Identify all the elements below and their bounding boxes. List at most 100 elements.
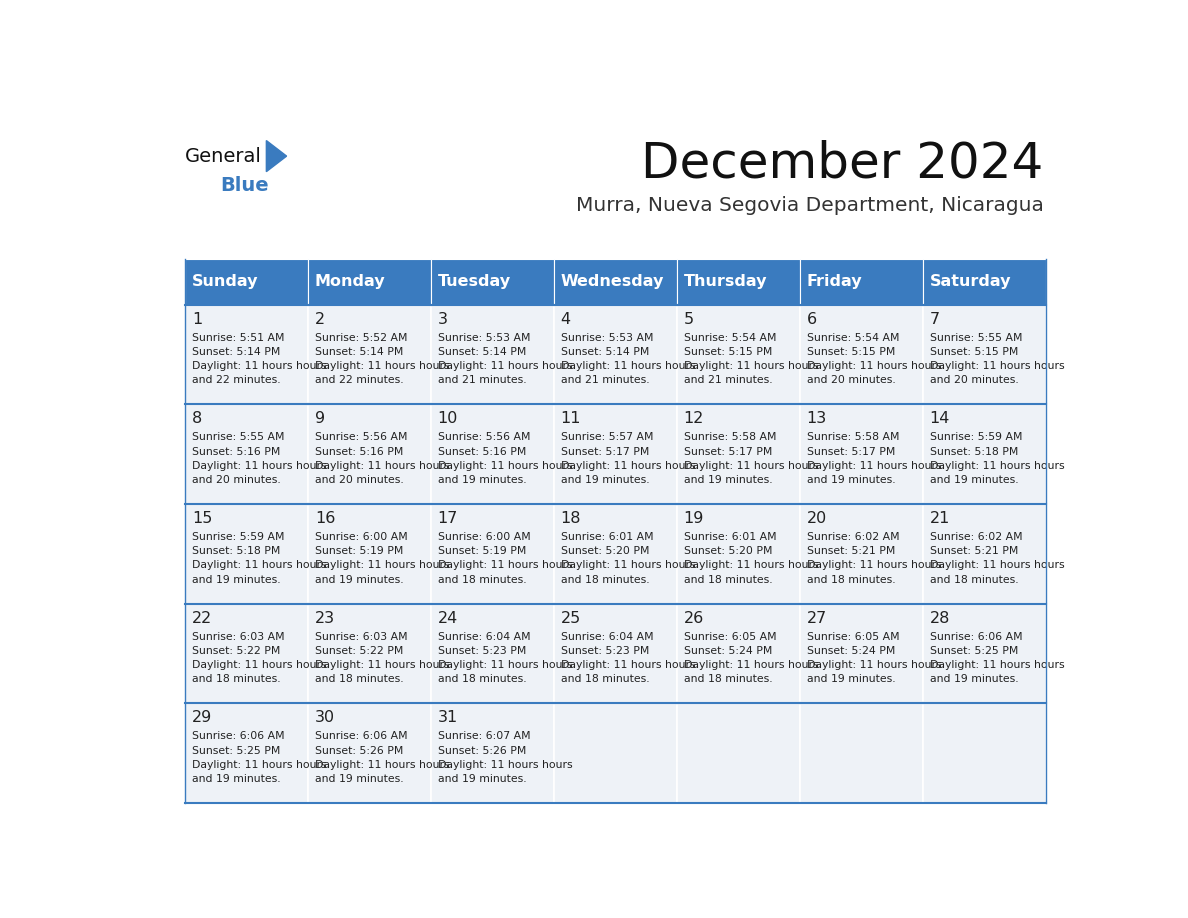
Text: 26: 26 — [683, 610, 704, 625]
Bar — [923, 404, 1047, 504]
Text: 22: 22 — [191, 610, 211, 625]
Text: Daylight: 11 hours hours: Daylight: 11 hours hours — [930, 660, 1064, 670]
Text: Sunset: 5:14 PM: Sunset: 5:14 PM — [437, 347, 526, 357]
Text: and 18 minutes.: and 18 minutes. — [683, 575, 772, 585]
Text: Sunset: 5:25 PM: Sunset: 5:25 PM — [930, 646, 1018, 656]
Bar — [801, 305, 923, 404]
Text: Sunset: 5:26 PM: Sunset: 5:26 PM — [437, 745, 526, 756]
Text: 25: 25 — [561, 610, 581, 625]
Text: Daylight: 11 hours hours: Daylight: 11 hours hours — [930, 560, 1064, 570]
Text: Sunset: 5:16 PM: Sunset: 5:16 PM — [315, 447, 403, 456]
Text: and 22 minutes.: and 22 minutes. — [315, 375, 404, 386]
Text: Sunday: Sunday — [191, 274, 258, 289]
Text: 21: 21 — [930, 511, 950, 526]
Text: and 19 minutes.: and 19 minutes. — [807, 674, 896, 684]
Text: and 19 minutes.: and 19 minutes. — [191, 774, 280, 784]
Text: 7: 7 — [930, 311, 940, 327]
Text: Sunrise: 6:01 AM: Sunrise: 6:01 AM — [561, 532, 653, 543]
Text: Sunset: 5:17 PM: Sunset: 5:17 PM — [807, 447, 895, 456]
Text: Daylight: 11 hours hours: Daylight: 11 hours hours — [315, 760, 449, 770]
Text: Sunrise: 6:04 AM: Sunrise: 6:04 AM — [561, 632, 653, 642]
Text: 12: 12 — [683, 411, 704, 426]
Bar — [923, 703, 1047, 803]
Text: Sunset: 5:19 PM: Sunset: 5:19 PM — [315, 546, 403, 556]
Text: Daylight: 11 hours hours: Daylight: 11 hours hours — [930, 461, 1064, 471]
Bar — [801, 504, 923, 603]
Text: Blue: Blue — [220, 176, 268, 196]
Text: Sunrise: 6:06 AM: Sunrise: 6:06 AM — [315, 732, 407, 742]
Text: 5: 5 — [683, 311, 694, 327]
Text: Thursday: Thursday — [683, 274, 767, 289]
Text: and 20 minutes.: and 20 minutes. — [315, 475, 404, 485]
Text: 27: 27 — [807, 610, 827, 625]
Text: Daylight: 11 hours hours: Daylight: 11 hours hours — [561, 660, 695, 670]
Text: and 21 minutes.: and 21 minutes. — [437, 375, 526, 386]
Bar — [185, 703, 309, 803]
Text: 9: 9 — [315, 411, 324, 426]
Text: Sunset: 5:18 PM: Sunset: 5:18 PM — [930, 447, 1018, 456]
Text: Sunrise: 5:53 AM: Sunrise: 5:53 AM — [561, 333, 653, 342]
Text: 11: 11 — [561, 411, 581, 426]
Bar — [555, 703, 677, 803]
Text: 16: 16 — [315, 511, 335, 526]
Bar — [801, 259, 923, 305]
Text: 4: 4 — [561, 311, 571, 327]
Text: Daylight: 11 hours hours: Daylight: 11 hours hours — [807, 361, 941, 371]
Bar — [923, 603, 1047, 703]
Text: Sunset: 5:23 PM: Sunset: 5:23 PM — [561, 646, 649, 656]
Text: and 18 minutes.: and 18 minutes. — [437, 575, 526, 585]
Text: Daylight: 11 hours hours: Daylight: 11 hours hours — [683, 461, 819, 471]
Text: Daylight: 11 hours hours: Daylight: 11 hours hours — [561, 461, 695, 471]
Text: and 19 minutes.: and 19 minutes. — [683, 475, 772, 485]
Text: 31: 31 — [437, 711, 459, 725]
Text: and 20 minutes.: and 20 minutes. — [807, 375, 896, 386]
Text: 24: 24 — [437, 610, 459, 625]
Text: Sunrise: 5:57 AM: Sunrise: 5:57 AM — [561, 432, 653, 442]
Text: Sunset: 5:15 PM: Sunset: 5:15 PM — [930, 347, 1018, 357]
Text: Daylight: 11 hours hours: Daylight: 11 hours hours — [437, 760, 573, 770]
Bar — [923, 259, 1047, 305]
Text: and 18 minutes.: and 18 minutes. — [561, 674, 650, 684]
Text: Sunset: 5:15 PM: Sunset: 5:15 PM — [807, 347, 895, 357]
Bar — [801, 404, 923, 504]
Text: Sunset: 5:26 PM: Sunset: 5:26 PM — [315, 745, 403, 756]
Text: Murra, Nueva Segovia Department, Nicaragua: Murra, Nueva Segovia Department, Nicarag… — [575, 196, 1043, 215]
Text: Daylight: 11 hours hours: Daylight: 11 hours hours — [315, 461, 449, 471]
Text: Sunset: 5:15 PM: Sunset: 5:15 PM — [683, 347, 772, 357]
Bar — [431, 259, 555, 305]
Bar — [801, 603, 923, 703]
Text: Sunset: 5:23 PM: Sunset: 5:23 PM — [437, 646, 526, 656]
Bar — [309, 259, 431, 305]
Text: Daylight: 11 hours hours: Daylight: 11 hours hours — [437, 361, 573, 371]
Bar — [923, 305, 1047, 404]
Bar — [555, 404, 677, 504]
Text: Sunset: 5:20 PM: Sunset: 5:20 PM — [561, 546, 649, 556]
Text: Sunrise: 5:54 AM: Sunrise: 5:54 AM — [807, 333, 899, 342]
Text: Sunrise: 5:56 AM: Sunrise: 5:56 AM — [315, 432, 407, 442]
Text: 30: 30 — [315, 711, 335, 725]
Text: Sunset: 5:16 PM: Sunset: 5:16 PM — [191, 447, 280, 456]
Text: Sunset: 5:16 PM: Sunset: 5:16 PM — [437, 447, 526, 456]
Text: 29: 29 — [191, 711, 211, 725]
Bar — [923, 504, 1047, 603]
Text: December 2024: December 2024 — [642, 140, 1043, 187]
Text: Sunrise: 5:59 AM: Sunrise: 5:59 AM — [191, 532, 284, 543]
Text: and 18 minutes.: and 18 minutes. — [315, 674, 404, 684]
Text: Daylight: 11 hours hours: Daylight: 11 hours hours — [930, 361, 1064, 371]
Text: Sunset: 5:25 PM: Sunset: 5:25 PM — [191, 745, 280, 756]
Text: Sunrise: 6:04 AM: Sunrise: 6:04 AM — [437, 632, 530, 642]
Text: and 19 minutes.: and 19 minutes. — [807, 475, 896, 485]
Text: Sunrise: 6:03 AM: Sunrise: 6:03 AM — [191, 632, 284, 642]
Text: Tuesday: Tuesday — [437, 274, 511, 289]
Text: and 19 minutes.: and 19 minutes. — [437, 774, 526, 784]
Bar — [677, 404, 801, 504]
Bar — [185, 259, 309, 305]
Text: Sunrise: 6:00 AM: Sunrise: 6:00 AM — [315, 532, 407, 543]
Bar — [677, 703, 801, 803]
Text: 2: 2 — [315, 311, 324, 327]
Text: Daylight: 11 hours hours: Daylight: 11 hours hours — [191, 361, 327, 371]
Text: 19: 19 — [683, 511, 704, 526]
Text: and 21 minutes.: and 21 minutes. — [683, 375, 772, 386]
Text: and 20 minutes.: and 20 minutes. — [930, 375, 1018, 386]
Text: General: General — [185, 147, 263, 165]
